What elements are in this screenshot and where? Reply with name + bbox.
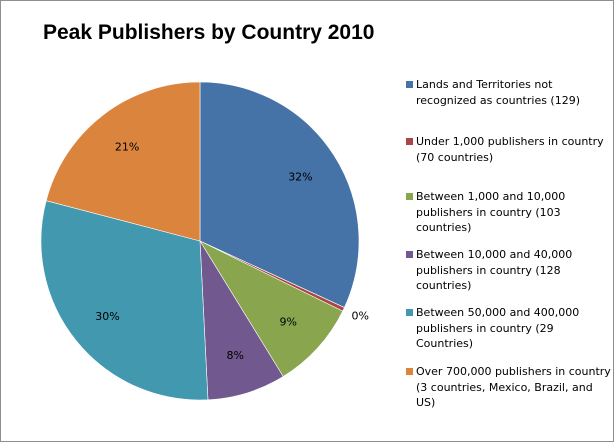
pie-slice (199, 81, 360, 308)
slice-percent-label: 32% (288, 171, 312, 184)
pie-slice (45, 81, 201, 242)
legend-swatch (406, 251, 413, 258)
legend-swatch (406, 368, 413, 375)
legend-item: Lands and Territories not recognized as … (406, 77, 611, 108)
legend-swatch (406, 193, 413, 200)
slice-percent-label: 9% (279, 315, 296, 328)
legend-item: Under 1,000 publishers in country (70 co… (406, 134, 611, 165)
chart-title: Peak Publishers by Country 2010 (43, 21, 375, 44)
pie-slice (40, 200, 209, 401)
legend-swatch (406, 138, 413, 145)
legend-label: Over 700,000 publishers in country (3 co… (416, 365, 611, 409)
pie-slice (199, 240, 344, 377)
slice-percent-label: 21% (115, 141, 139, 154)
legend-item: Between 10,000 and 40,000 publishers in … (406, 247, 611, 294)
legend-swatch (406, 309, 413, 316)
legend-label: Between 50,000 and 400,000 publishers in… (416, 306, 580, 350)
slice-percent-label: 30% (95, 310, 119, 323)
slice-percent-label: 0% (351, 309, 368, 322)
legend-item: Between 50,000 and 400,000 publishers in… (406, 305, 611, 352)
legend-item: Between 1,000 and 10,000 publishers in c… (406, 189, 611, 236)
legend-label: Between 10,000 and 40,000 publishers in … (416, 248, 573, 292)
legend-item: Over 700,000 publishers in country (3 co… (406, 364, 611, 411)
legend-swatch (406, 81, 413, 88)
legend-label: Under 1,000 publishers in country (70 co… (416, 135, 604, 164)
slice-percent-label: 8% (227, 349, 244, 362)
legend-label: Lands and Territories not recognized as … (416, 78, 581, 107)
legend-label: Between 1,000 and 10,000 publishers in c… (416, 190, 566, 234)
